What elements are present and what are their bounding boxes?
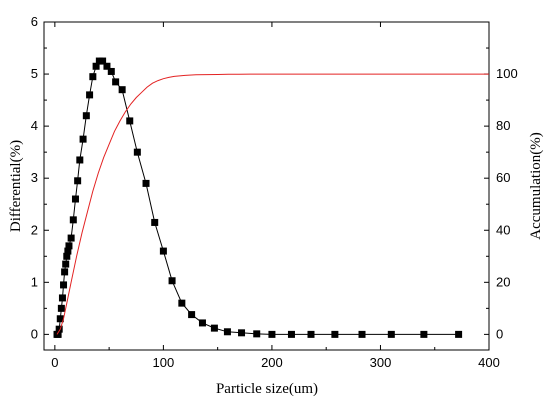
differential-point: [76, 156, 84, 164]
differential-point: [62, 260, 70, 268]
differential-point: [60, 281, 68, 289]
differential-point: [54, 330, 62, 338]
y-left-tick-label: 5: [31, 66, 38, 81]
x-tick-label: 0: [51, 355, 58, 370]
y-axis-right-title: Accumulation(%): [528, 132, 544, 239]
x-axis-title: Particle size(um): [216, 381, 318, 397]
differential-point: [238, 329, 246, 337]
differential-point: [253, 330, 261, 338]
differential-point: [331, 330, 339, 338]
differential-point: [112, 78, 120, 86]
differential-point: [210, 324, 218, 332]
differential-point: [74, 177, 82, 185]
differential-point: [64, 247, 72, 255]
differential-point: [56, 315, 64, 323]
x-tick-label: 300: [370, 355, 392, 370]
y-left-tick-label: 2: [31, 222, 38, 237]
y-right-tick-label: 40: [496, 222, 510, 237]
differential-point: [151, 218, 159, 226]
differential-point: [58, 294, 66, 302]
y-right-tick-label: 60: [496, 170, 510, 185]
y-left-tick-label: 0: [31, 326, 38, 341]
x-tick-label: 100: [153, 355, 175, 370]
differential-point: [126, 117, 134, 125]
differential-point: [387, 330, 395, 338]
x-tick-label: 200: [261, 355, 283, 370]
differential-point: [67, 234, 75, 242]
differential-point: [79, 135, 87, 143]
differential-point: [69, 216, 77, 224]
plot-frame: [43, 21, 490, 351]
differential-point: [358, 330, 366, 338]
differential-point: [65, 242, 73, 250]
differential-point: [268, 330, 276, 338]
y-right-tick-label: 80: [496, 118, 510, 133]
differential-point: [57, 304, 65, 312]
differential-point: [86, 91, 94, 99]
differential-point: [223, 328, 231, 336]
differential-point: [63, 252, 71, 260]
differential-point: [133, 148, 141, 156]
differential-point: [118, 86, 126, 94]
y-left-tick-label: 6: [31, 14, 38, 29]
differential-point: [159, 247, 167, 255]
y-right-tick-label: 20: [496, 274, 510, 289]
y-left-tick-label: 4: [31, 118, 38, 133]
y-right-tick-label: 0: [496, 326, 503, 341]
differential-point: [107, 67, 115, 75]
y-right-tick-label: 100: [496, 66, 518, 81]
differential-point: [71, 195, 79, 203]
differential-point: [142, 179, 150, 187]
differential-point: [61, 268, 69, 276]
y-left-tick-label: 1: [31, 274, 38, 289]
differential-point: [55, 325, 63, 333]
y-left-tick-label: 3: [31, 170, 38, 185]
differential-point: [287, 330, 295, 338]
differential-point: [99, 57, 107, 65]
differential-line: [57, 60, 459, 335]
differential-point: [89, 73, 97, 81]
differential-point: [103, 62, 111, 70]
differential-point: [168, 277, 176, 285]
differential-point: [307, 330, 315, 338]
differential-point: [178, 299, 186, 307]
differential-point: [455, 330, 463, 338]
differential-point: [420, 330, 428, 338]
series-layer: [53, 57, 489, 338]
y-axis-left-title: Differential(%): [8, 140, 24, 232]
x-tick-label: 400: [478, 355, 500, 370]
accumulation-line: [56, 73, 489, 335]
differential-point: [92, 62, 100, 70]
differential-point: [198, 319, 206, 327]
differential-point: [188, 311, 196, 319]
differential-point: [82, 112, 90, 120]
